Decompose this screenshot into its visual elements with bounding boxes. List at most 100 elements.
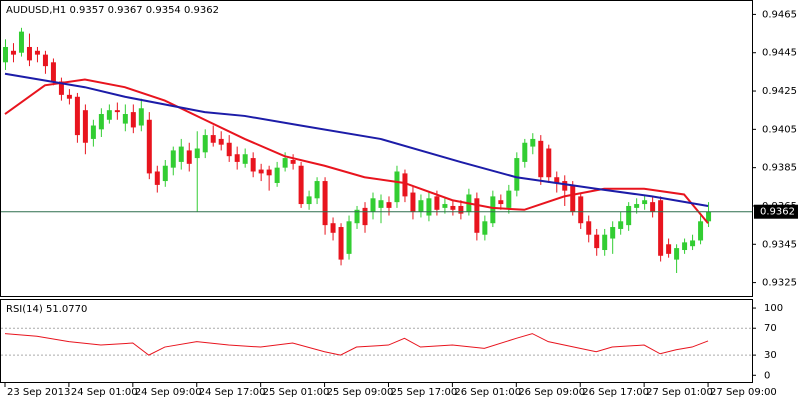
candle-body xyxy=(218,138,224,145)
candle-body xyxy=(538,140,544,178)
candle-body xyxy=(58,81,64,95)
x-tick-label: 24 Sep 01:00 xyxy=(71,387,138,398)
candle-body xyxy=(450,205,456,210)
candle-body xyxy=(338,227,344,260)
candle-body xyxy=(138,108,144,126)
x-tick-label: 24 Sep 09:00 xyxy=(135,387,202,398)
candle-body xyxy=(2,46,8,63)
candle-body xyxy=(114,110,120,113)
candle-body xyxy=(18,31,24,53)
candle-body xyxy=(434,196,440,210)
candle-body xyxy=(74,96,80,136)
y-tick-label: 0.9465 xyxy=(762,9,797,20)
candle-body xyxy=(266,169,272,176)
candle-body xyxy=(50,62,56,82)
candle-body xyxy=(562,181,568,191)
candle-body xyxy=(386,202,392,208)
candle-body xyxy=(106,110,112,120)
candle-body xyxy=(594,234,600,249)
candle-body xyxy=(522,142,528,162)
candle-body xyxy=(354,209,360,224)
x-tick-label: 27 Sep 09:00 xyxy=(710,387,777,398)
candle-body xyxy=(242,154,248,164)
moving-average xyxy=(4,72,709,207)
price-pane xyxy=(0,0,753,297)
candle-body xyxy=(26,46,32,61)
candle-body xyxy=(602,234,608,251)
candle-body xyxy=(346,221,352,254)
candle-body xyxy=(690,240,696,247)
candle-body xyxy=(402,173,408,197)
candle-body xyxy=(482,221,488,235)
candle-body xyxy=(130,112,136,128)
candle-body xyxy=(282,158,288,168)
candle-body xyxy=(258,169,264,174)
candle-body xyxy=(418,200,424,212)
candle-body xyxy=(610,227,616,239)
candle-body xyxy=(290,159,296,164)
candle-body xyxy=(162,165,168,182)
x-tick-label: 27 Sep 01:00 xyxy=(646,387,713,398)
candle-body xyxy=(170,150,176,168)
candle-body xyxy=(186,150,192,164)
candle-body xyxy=(410,192,416,212)
x-tick-label: 25 Sep 17:00 xyxy=(390,387,457,398)
candle-body xyxy=(706,211,712,222)
candle-body xyxy=(698,221,704,241)
candle-body xyxy=(122,114,128,124)
candle-body xyxy=(98,114,104,130)
candle-body xyxy=(658,200,664,256)
candle-body xyxy=(90,125,96,139)
x-tick-label: 25 Sep 01:00 xyxy=(263,387,330,398)
candle-body xyxy=(42,54,48,67)
current-price-box xyxy=(754,204,798,219)
candle-body xyxy=(514,158,520,191)
y-tick-label: 0.9325 xyxy=(762,278,797,289)
x-tick-label: 26 Sep 17:00 xyxy=(582,387,649,398)
candle-body xyxy=(178,146,184,162)
candle-body xyxy=(378,200,384,208)
candle-body xyxy=(578,196,584,224)
candle-body xyxy=(194,148,200,159)
x-tick-label: 25 Sep 09:00 xyxy=(327,387,394,398)
rsi-y-tick-label: 30 xyxy=(764,350,777,361)
candle-body xyxy=(226,142,232,157)
candle-body xyxy=(66,94,72,99)
y-tick-label: 0.9405 xyxy=(762,124,797,135)
candle-body xyxy=(618,221,624,229)
candle-body xyxy=(234,154,240,162)
y-tick-label: 0.9445 xyxy=(762,48,797,59)
x-tick-label: 24 Sep 17:00 xyxy=(199,387,266,398)
candle-body xyxy=(306,196,312,205)
candle-body xyxy=(474,198,480,233)
rsi-line xyxy=(4,333,709,356)
candle-body xyxy=(146,119,152,174)
rsi-title: RSI(14) 51.0770 xyxy=(6,304,87,315)
rsi-y-tick-label: 0 xyxy=(764,370,770,381)
candle-body xyxy=(530,138,536,147)
candle-body xyxy=(34,50,40,55)
candle-body xyxy=(666,244,672,254)
candle-body xyxy=(626,205,632,226)
candle-body xyxy=(154,171,160,185)
x-tick-label: 26 Sep 09:00 xyxy=(518,387,585,398)
candle-body xyxy=(394,171,400,203)
candle-body xyxy=(250,158,256,172)
candle-body xyxy=(674,248,680,260)
candle-body xyxy=(506,190,512,208)
candle-body xyxy=(426,198,432,216)
candle-body xyxy=(274,167,280,183)
candle-body xyxy=(298,165,304,205)
candle-body xyxy=(442,204,448,208)
candle-body xyxy=(370,198,376,212)
candle-body xyxy=(10,50,16,55)
candle-body xyxy=(682,242,688,251)
candle-body xyxy=(314,181,320,199)
candle-body xyxy=(458,205,464,214)
candle-body xyxy=(498,200,504,205)
candle-body xyxy=(554,177,560,183)
rsi-y-tick-label: 100 xyxy=(764,303,783,314)
current-price-label: 0.9362 xyxy=(760,207,795,218)
candle-body xyxy=(330,223,336,233)
